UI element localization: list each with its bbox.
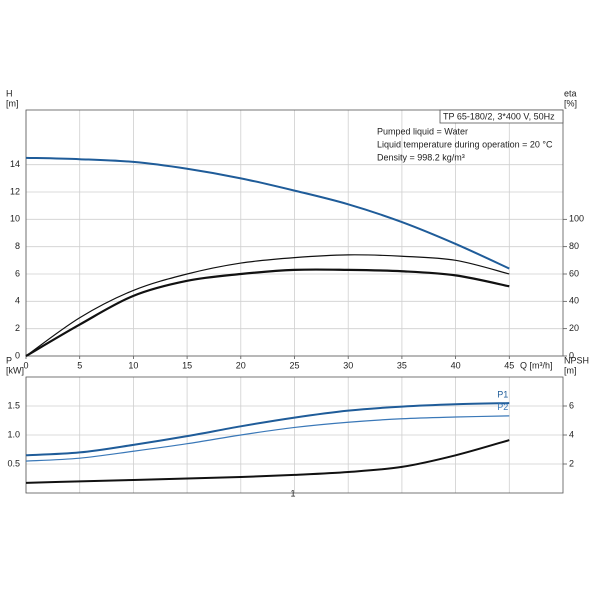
x-tick-label: 25: [289, 360, 299, 370]
y-tick-label: 2: [15, 323, 20, 333]
plot-frame: [25, 109, 564, 357]
annotation: Density = 998.2 kg/m³: [377, 152, 465, 162]
y-tick-label: 4: [15, 296, 20, 306]
x-axis-label: Q [m³/h]: [520, 360, 553, 370]
y-tick-label: 12: [10, 186, 20, 196]
x-tick-label: 40: [451, 360, 461, 370]
y-axis-label: [kW]: [6, 365, 24, 375]
y-tick-label: 0: [15, 350, 20, 360]
y-tick-label: 10: [10, 214, 20, 224]
series-line: [25, 254, 510, 357]
series-line: [25, 415, 510, 462]
series-label: P2: [497, 402, 508, 412]
title-box: [439, 109, 564, 124]
y-axis-label: P: [6, 355, 12, 365]
y-tick-label: 1.0: [7, 429, 20, 439]
y2-axis-label: [m]: [564, 365, 577, 375]
x-tick-label: 0: [23, 360, 28, 370]
x-tick-label: 30: [343, 360, 353, 370]
y2-tick-label: 100: [569, 214, 584, 224]
annotation: Pumped liquid = Water: [377, 126, 468, 136]
x-tick-label: 10: [128, 360, 138, 370]
series-line: [25, 439, 510, 484]
y2-tick-label: 2: [569, 458, 574, 468]
y2-tick-label: 60: [569, 268, 579, 278]
series-line: [25, 268, 510, 357]
series-line: [25, 156, 510, 270]
x-tick-label: 20: [236, 360, 246, 370]
y-tick-label: 0.5: [7, 458, 20, 468]
y2-tick-label: 40: [569, 296, 579, 306]
annotation: Liquid temperature during operation = 20…: [377, 139, 553, 149]
y2-axis-label: NPSH: [564, 355, 589, 365]
y-tick-label: 8: [15, 241, 20, 251]
y2-tick-label: 20: [569, 323, 579, 333]
y2-axis-label: [%]: [564, 98, 577, 108]
y2-tick-label: 6: [569, 400, 574, 410]
x-tick-label: 45: [504, 360, 514, 370]
plot-frame: [25, 376, 564, 494]
series-line: [25, 402, 510, 457]
y-axis-label: [m]: [6, 98, 19, 108]
y2-axis-label: eta: [564, 88, 577, 98]
x-tick-label: 35: [397, 360, 407, 370]
series-label: P1: [497, 389, 508, 399]
y-tick-label: 14: [10, 159, 20, 169]
y-axis-label: H: [6, 88, 13, 98]
annotation: 1: [290, 488, 295, 498]
chart-title: TP 65-180/2, 3*400 V, 50Hz: [443, 111, 555, 121]
x-tick-label: 5: [77, 360, 82, 370]
y2-tick-label: 4: [569, 429, 574, 439]
x-tick-label: 15: [182, 360, 192, 370]
y-tick-label: 6: [15, 268, 20, 278]
y2-tick-label: 80: [569, 241, 579, 251]
y2-tick-label: 0: [569, 350, 574, 360]
y-tick-label: 1.5: [7, 400, 20, 410]
